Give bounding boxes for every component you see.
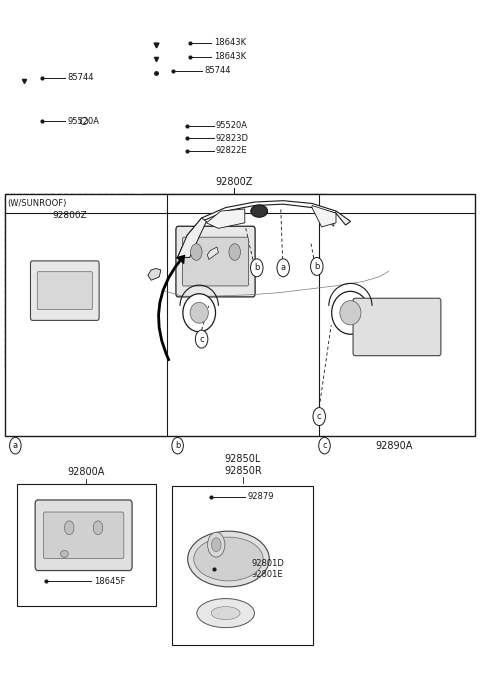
- Ellipse shape: [211, 607, 240, 619]
- Circle shape: [195, 330, 208, 348]
- Ellipse shape: [188, 531, 269, 587]
- Bar: [5, 194, 475, 436]
- FancyBboxPatch shape: [353, 298, 441, 356]
- Circle shape: [313, 408, 325, 426]
- Ellipse shape: [183, 293, 216, 331]
- Bar: [72, 532, 96, 545]
- Circle shape: [229, 244, 240, 260]
- Text: 92800A: 92800A: [67, 467, 105, 477]
- Ellipse shape: [194, 537, 263, 581]
- Text: 92823D: 92823D: [216, 134, 249, 143]
- Text: 18645F: 18645F: [94, 576, 125, 586]
- Text: a: a: [13, 441, 18, 450]
- Ellipse shape: [60, 551, 68, 558]
- Circle shape: [172, 437, 183, 454]
- Text: 92801E: 92801E: [252, 570, 284, 579]
- FancyBboxPatch shape: [182, 237, 249, 286]
- Text: 92822E: 92822E: [216, 146, 248, 156]
- Bar: [149, 303, 161, 318]
- Text: b: b: [254, 263, 260, 273]
- Circle shape: [191, 244, 202, 260]
- Text: 92850R: 92850R: [224, 466, 262, 475]
- Ellipse shape: [332, 291, 369, 334]
- Bar: [188, 251, 209, 268]
- FancyBboxPatch shape: [176, 226, 255, 297]
- Bar: [17, 484, 156, 606]
- Text: 92890A: 92890A: [375, 441, 412, 450]
- Polygon shape: [146, 256, 391, 315]
- Text: 95520A: 95520A: [67, 116, 99, 126]
- Bar: [147, 287, 159, 301]
- Bar: [44, 280, 61, 293]
- Text: 95520A: 95520A: [216, 121, 248, 131]
- Ellipse shape: [197, 599, 254, 628]
- Circle shape: [10, 437, 21, 454]
- Bar: [5, 194, 134, 370]
- Polygon shape: [312, 206, 336, 227]
- Text: 92801D: 92801D: [252, 559, 285, 569]
- Polygon shape: [206, 209, 245, 228]
- Polygon shape: [207, 247, 218, 260]
- Text: a: a: [281, 263, 286, 273]
- Bar: [172, 486, 313, 645]
- Circle shape: [93, 521, 103, 535]
- Polygon shape: [178, 218, 206, 257]
- Bar: [381, 266, 389, 285]
- Circle shape: [319, 437, 330, 454]
- Bar: [367, 321, 376, 333]
- Polygon shape: [178, 201, 350, 257]
- Text: c: c: [317, 412, 322, 421]
- Ellipse shape: [251, 205, 268, 217]
- Text: 92800Z: 92800Z: [216, 177, 252, 187]
- Bar: [392, 321, 402, 333]
- Text: b: b: [175, 441, 180, 450]
- Text: c: c: [199, 334, 204, 344]
- Bar: [167, 344, 200, 356]
- Bar: [68, 280, 85, 293]
- Text: (W/SUNROOF): (W/SUNROOF): [7, 199, 67, 208]
- Polygon shape: [329, 211, 350, 226]
- Circle shape: [277, 259, 289, 277]
- FancyBboxPatch shape: [35, 500, 132, 570]
- Ellipse shape: [190, 302, 208, 323]
- FancyBboxPatch shape: [31, 261, 99, 320]
- Text: 18643K: 18643K: [214, 52, 246, 62]
- Ellipse shape: [80, 118, 88, 125]
- Bar: [326, 285, 335, 292]
- Bar: [167, 329, 200, 341]
- Circle shape: [64, 521, 74, 535]
- Circle shape: [311, 257, 323, 275]
- Bar: [204, 551, 253, 571]
- Circle shape: [251, 259, 263, 277]
- Text: 92879: 92879: [247, 492, 274, 502]
- Circle shape: [207, 532, 225, 557]
- Bar: [222, 251, 243, 268]
- Text: 85744: 85744: [67, 73, 94, 82]
- Ellipse shape: [340, 300, 361, 325]
- Bar: [417, 321, 427, 333]
- Text: 18643K: 18643K: [214, 38, 246, 48]
- Bar: [142, 194, 326, 363]
- Text: 92850L: 92850L: [225, 455, 261, 464]
- Text: 92800Z: 92800Z: [52, 211, 87, 220]
- Circle shape: [211, 538, 221, 552]
- Text: 85744: 85744: [204, 66, 230, 75]
- FancyBboxPatch shape: [37, 272, 92, 309]
- FancyBboxPatch shape: [43, 512, 124, 558]
- Bar: [264, 282, 273, 289]
- Text: b: b: [314, 262, 320, 271]
- Polygon shape: [148, 268, 161, 280]
- Text: c: c: [322, 441, 327, 450]
- FancyArrowPatch shape: [157, 255, 185, 361]
- Bar: [12, 208, 127, 349]
